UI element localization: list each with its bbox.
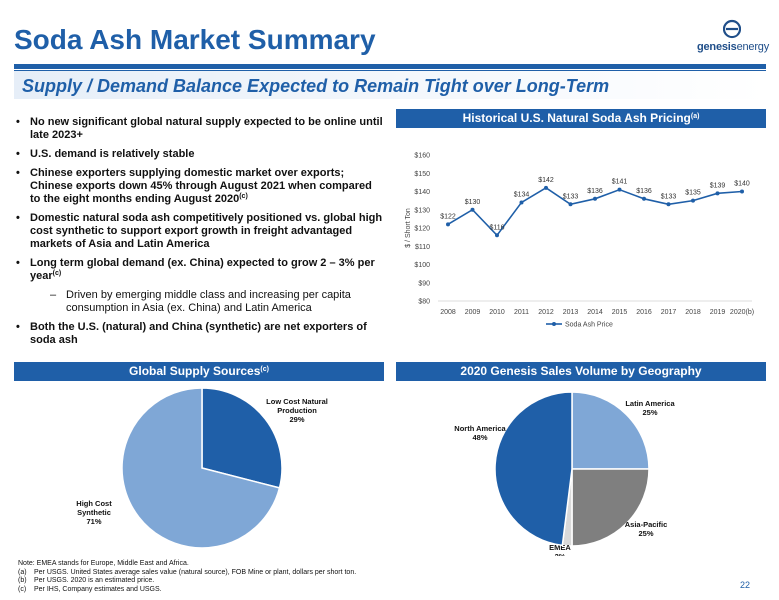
data-point (470, 207, 475, 212)
x-tick-label: 2019 (710, 309, 726, 316)
page-title: Soda Ash Market Summary (14, 24, 376, 55)
footnote: (a) Per USGS. United States average sales… (18, 568, 357, 576)
footnote-intro: Note: EMEA stands for Europe, Middle Eas… (18, 560, 189, 567)
slice-label: EMEA (549, 543, 571, 552)
data-point (617, 187, 622, 192)
data-point (715, 191, 720, 196)
slice-label: Synthetic (77, 508, 111, 517)
data-point (642, 196, 646, 201)
y-tick-label: $120 (414, 226, 430, 233)
y-tick-label: $140 (414, 189, 430, 196)
data-point (568, 202, 573, 207)
pie-slice (494, 391, 573, 547)
legend-marker (552, 322, 556, 326)
x-tick-label: 2017 (661, 309, 677, 316)
slice-label: 71% (86, 517, 101, 526)
slice-label: High Cost (76, 499, 112, 508)
bullet-item: No new significant global natural supply… (14, 116, 384, 142)
data-label: $134 (514, 191, 530, 198)
y-tick-label: $150 (414, 171, 430, 178)
data-label: $135 (685, 190, 701, 197)
x-tick-label: 2009 (465, 309, 481, 316)
slice-label: 25% (642, 408, 657, 417)
data-point (691, 198, 695, 203)
x-tick-label: 2020(b) (730, 309, 754, 316)
title-rule (14, 64, 766, 69)
x-tick-label: 2018 (685, 309, 701, 316)
pricing-chart-header: Historical U.S. Natural Soda Ash Pricing… (396, 109, 766, 128)
footnote: (c) Per IHS, Company estimates and USGS. (18, 585, 162, 593)
data-label: $136 (587, 188, 603, 195)
key-points: No new significant global natural supply… (14, 116, 384, 353)
x-tick-label: 2014 (587, 309, 603, 316)
sales-pie-chart: Latin America25%Asia-Pacific25%EMEA2%Nor… (454, 391, 675, 556)
bullet-item: U.S. demand is relatively stable (14, 148, 384, 161)
x-tick-label: 2016 (636, 309, 652, 316)
genesis-logo-icon (723, 19, 741, 39)
data-label: $142 (538, 177, 554, 184)
data-label: $133 (661, 193, 677, 200)
pie-slice (121, 387, 281, 549)
title-rule-thin (14, 70, 766, 71)
slice-label: 29% (289, 415, 304, 424)
bullet-item: Long term global demand (ex. China) expe… (14, 257, 384, 283)
slice-label: 25% (638, 529, 653, 538)
data-point (446, 222, 450, 227)
data-label: $136 (636, 188, 652, 195)
y-tick-label: $130 (414, 207, 430, 214)
footnote: (b) Per USGS. 2020 is an estimated price. (18, 577, 155, 584)
slice-label: 48% (472, 433, 487, 442)
data-point (495, 233, 499, 238)
data-label: $130 (465, 199, 481, 206)
data-label: $139 (710, 182, 726, 189)
pie-slice (571, 391, 650, 470)
x-tick-label: 2010 (489, 309, 505, 316)
x-tick-label: 2012 (538, 309, 554, 316)
data-point (544, 185, 548, 190)
slice-label: Latin America (625, 399, 675, 408)
data-point (740, 189, 744, 194)
data-point (666, 202, 671, 207)
y-tick-label: $100 (414, 262, 430, 269)
sub-bullet-item: Driven by emerging middle class and incr… (14, 289, 384, 315)
data-point (593, 196, 597, 201)
data-label: $116 (489, 224, 504, 231)
x-tick-label: 2013 (563, 309, 579, 316)
data-label: $133 (563, 193, 579, 200)
slice-label: North America (454, 424, 506, 433)
slice-label: Low Cost Natural (266, 397, 328, 406)
slice-label: 2% (555, 552, 566, 556)
company-logo: genesisenergy (697, 18, 770, 53)
y-tick-label: $90 (418, 280, 430, 287)
x-tick-label: 2011 (514, 309, 529, 316)
pricing-line-chart: $80 $90 $100 $110 $120 $130 $140 $150 $160 $ / Sh… (405, 153, 754, 329)
y-tick-label: $160 (414, 153, 430, 160)
pie-slice (571, 468, 650, 547)
bullet-item: Both the U.S. (natural) and China (synth… (14, 321, 384, 347)
bullet-item: Domestic natural soda ash competitively … (14, 212, 384, 251)
footnotes: Note: EMEA stands for Europe, Middle Eas… (18, 560, 356, 594)
bullet-item: Chinese exporters supplying domestic mar… (14, 167, 384, 206)
data-point (519, 200, 524, 205)
y-tick-label: $80 (418, 299, 430, 306)
data-label: $140 (734, 181, 750, 188)
page-subtitle: Supply / Demand Balance Expected to Rema… (22, 76, 610, 96)
y-tick-label: $110 (415, 244, 430, 251)
x-tick-label: 2015 (612, 309, 628, 316)
page-number: 22 (740, 580, 751, 590)
sales-chart-header: 2020 Genesis Sales Volume by Geography (396, 362, 766, 381)
x-tick-label: 2008 (440, 309, 456, 316)
logo-wordmark: genesisenergy (697, 41, 770, 53)
slice-label: Production (277, 406, 317, 415)
legend-label: Soda Ash Price (565, 322, 613, 329)
supply-chart-header: Global Supply Sources(c) (14, 362, 384, 381)
y-axis-label: $ / Short Ton (405, 208, 412, 248)
pie-slice (201, 387, 283, 489)
slice-label: Asia-Pacific (625, 520, 668, 529)
data-label: $122 (440, 213, 456, 220)
subtitle-band (14, 71, 766, 99)
data-label: $141 (612, 179, 628, 186)
